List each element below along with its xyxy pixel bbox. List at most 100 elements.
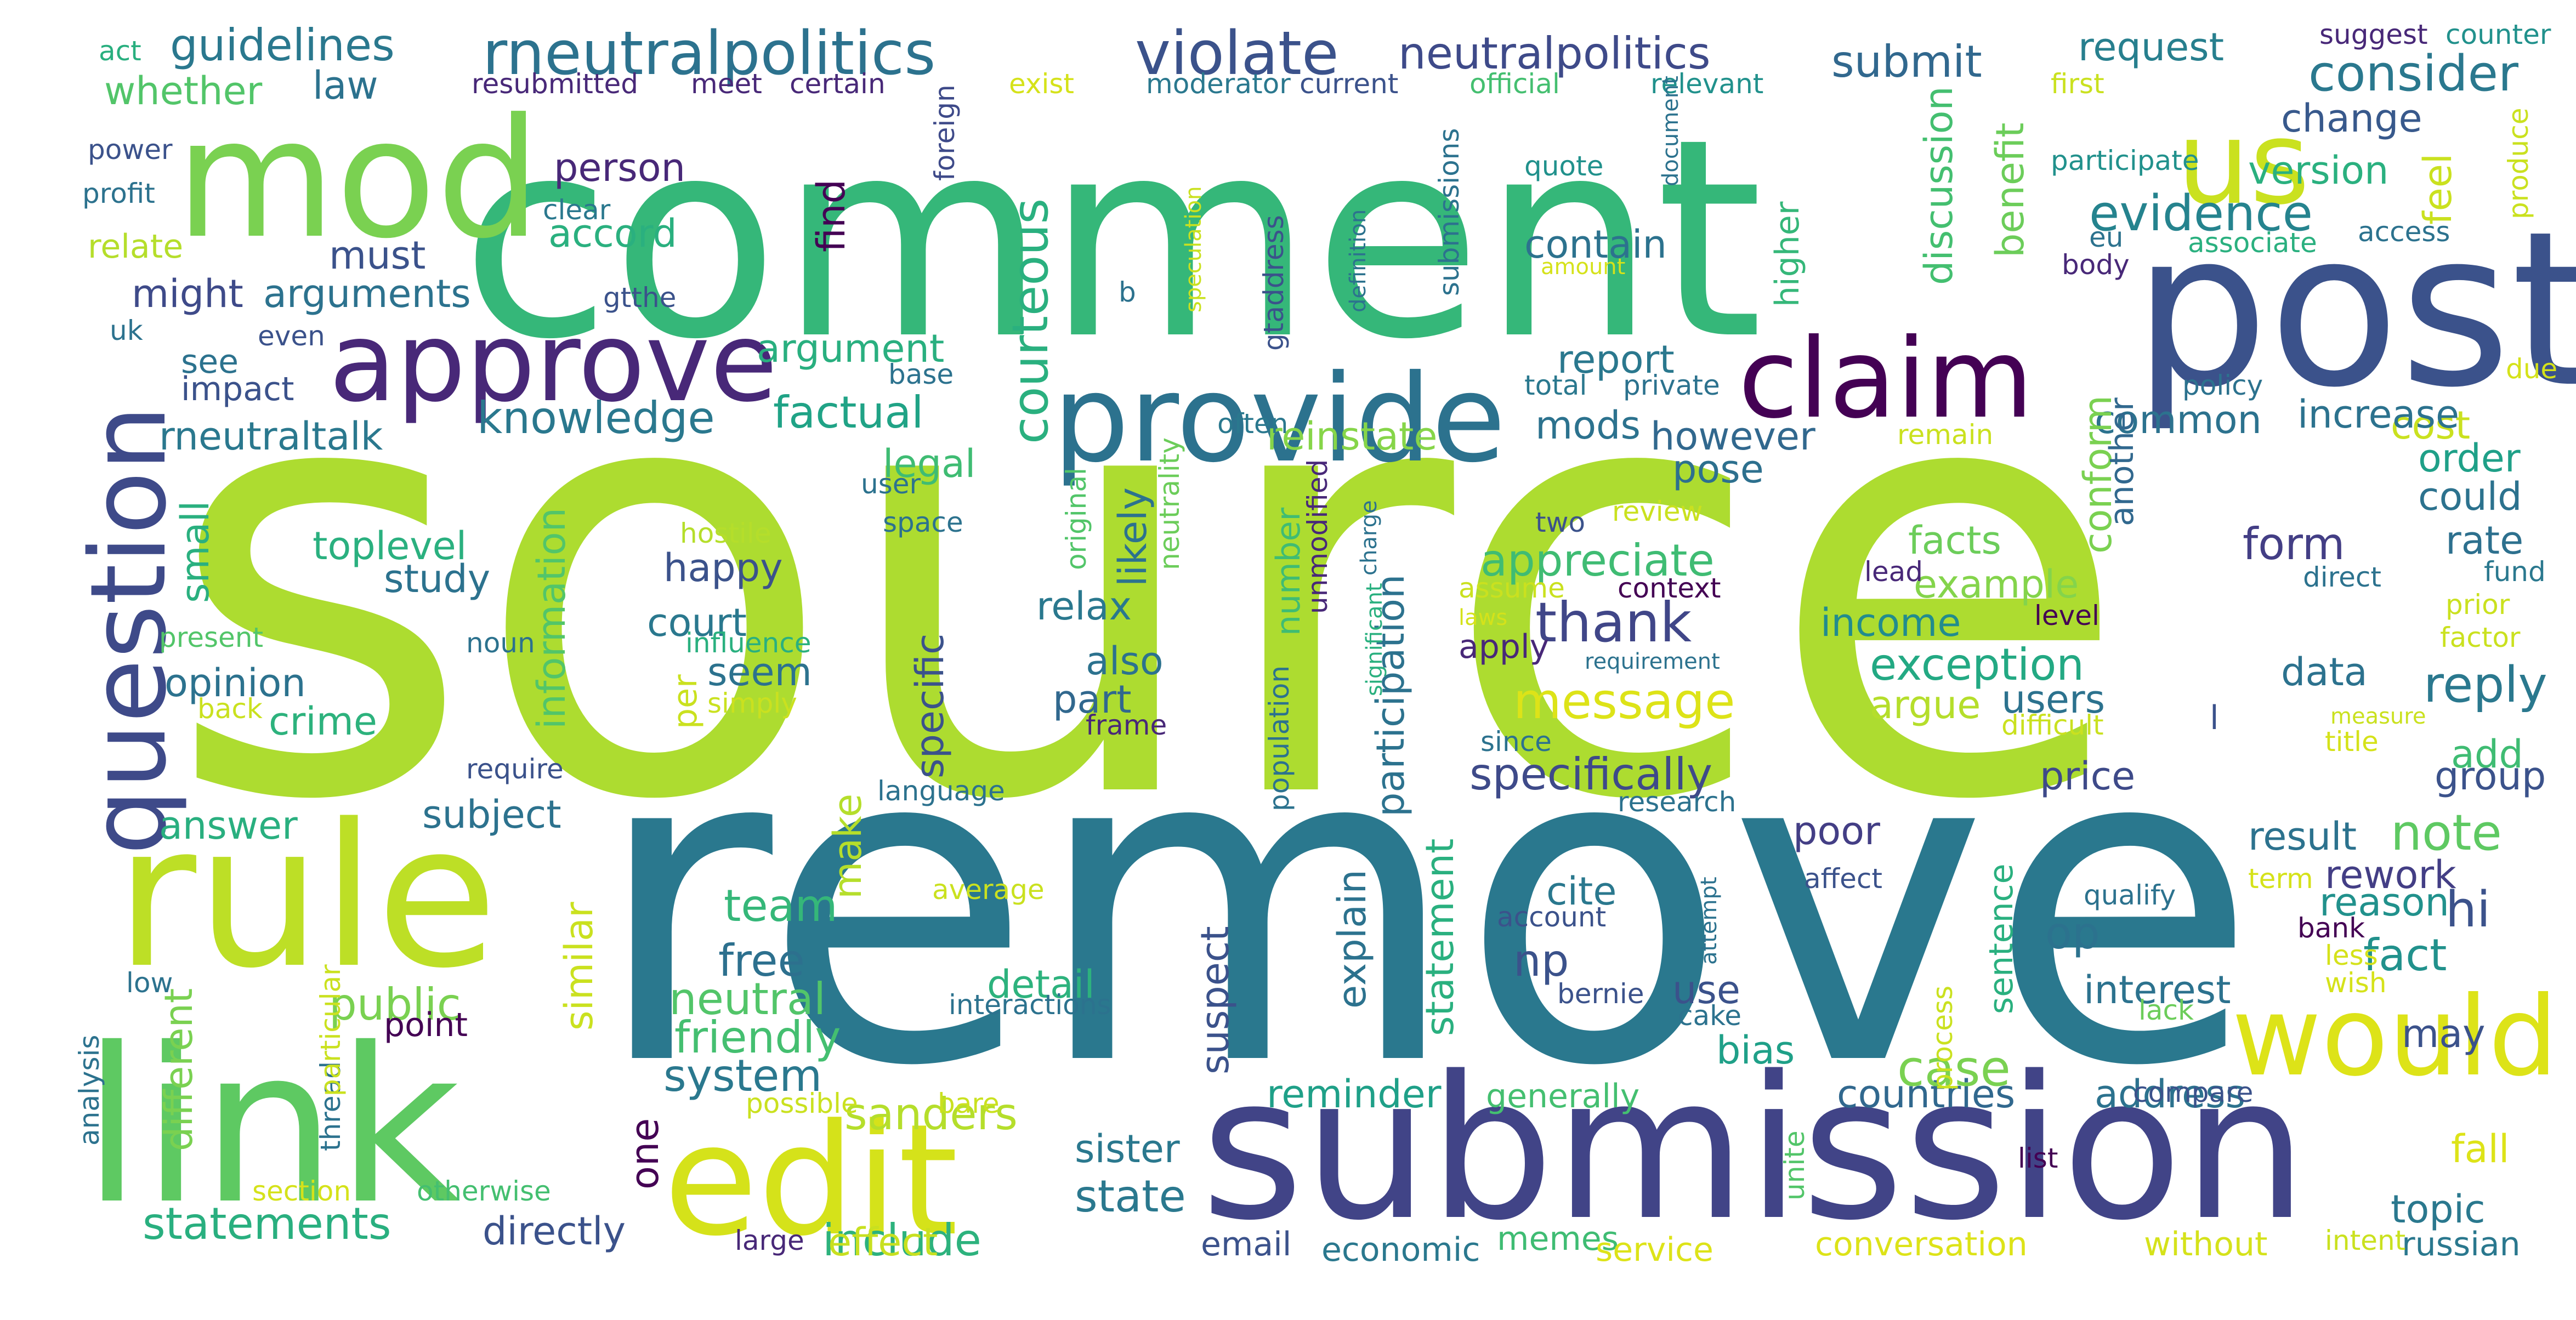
word-higher: higher [1768, 201, 1807, 307]
word-however: however [1650, 414, 1815, 459]
word-average: average [932, 874, 1045, 906]
word-specifically: specifically [1469, 749, 1712, 800]
word-first: first [2051, 68, 2104, 100]
word-fall: fall [2451, 1126, 2509, 1171]
word-research: research [1618, 786, 1736, 818]
word-information: information [529, 508, 574, 729]
word-current: current [1300, 68, 1398, 100]
word-note: note [2391, 804, 2502, 862]
word-benefit: benefit [1988, 123, 2033, 258]
word-without: without [2144, 1225, 2268, 1264]
word-state: state [1075, 1171, 1186, 1222]
word-service: service [1596, 1231, 1713, 1269]
word-sister: sister [1075, 1126, 1180, 1171]
word-access: access [2358, 216, 2450, 248]
word-space: space [883, 507, 963, 538]
word-relevant: relevant [1650, 68, 1763, 100]
word-likely: likely [1110, 487, 1155, 587]
word-charge: charge [1357, 500, 1382, 576]
word-relax: relax [1036, 584, 1132, 629]
word-version: version [2248, 148, 2388, 193]
word-eu: eu [2089, 221, 2123, 253]
word-facts: facts [1908, 518, 2001, 563]
word-violate: violate [1135, 18, 1339, 88]
word-population: population [1263, 665, 1295, 811]
word-document: document [1658, 76, 1683, 186]
word-source: source [164, 240, 2131, 929]
word-cite: cite [1546, 869, 1616, 914]
word-bernie: bernie [1557, 978, 1644, 1010]
word-subject: subject [422, 792, 561, 837]
word-system: system [663, 1050, 822, 1101]
word-require: require [466, 753, 564, 785]
word-level: level [2034, 600, 2100, 631]
word-frame: frame [1086, 709, 1167, 741]
word-amount: amount [1541, 254, 1625, 280]
word-conversation: conversation [1815, 1225, 2028, 1264]
word-unmodified: unmodified [1302, 459, 1334, 614]
word-arguments: arguments [263, 271, 471, 316]
word-list: list [2018, 1142, 2058, 1174]
word-base: base [888, 359, 954, 390]
word-answer: answer [159, 803, 298, 848]
word-similar: similar [557, 902, 602, 1031]
word-official: official [1469, 68, 1560, 100]
word-claim: claim [1738, 315, 2033, 443]
word-court: court [647, 600, 747, 645]
word-attempt: attempt [1696, 877, 1722, 965]
word-email: email [1201, 1225, 1291, 1264]
word-rule: rule [115, 782, 498, 1011]
word-two: two [1535, 507, 1585, 538]
word-change: change [2281, 96, 2422, 141]
word-feel: feel [2415, 153, 2460, 225]
word-reinstate: reinstate [1267, 414, 1437, 459]
word-relate: relate [88, 227, 183, 266]
word-foreign: foreign [929, 84, 961, 181]
word-influence: influence [685, 627, 811, 659]
word-guidelines: guidelines [170, 20, 395, 71]
word-economic: economic [1321, 1231, 1480, 1269]
word-requirement: requirement [1585, 649, 1720, 674]
word-remain: remain [1897, 419, 1993, 451]
word-number: number [1269, 507, 1308, 636]
word-large: large [735, 1225, 804, 1256]
word-title: title [2325, 726, 2379, 758]
word-common: common [2095, 397, 2262, 442]
word-pose: pose [1672, 447, 1764, 492]
word-section: section [252, 1175, 351, 1207]
word-noun: noun [466, 627, 535, 659]
word-bank: bank [2297, 912, 2365, 944]
word-thank: thank [1535, 590, 1692, 655]
word-specific: specific [907, 634, 952, 778]
word-qualify: qualify [2084, 879, 2176, 911]
word-example: example [1914, 562, 2079, 607]
word-seem: seem [707, 650, 812, 695]
word-group: group [2435, 754, 2546, 799]
word-present: present [159, 622, 263, 653]
word-b: b [1119, 276, 1136, 308]
word-neutrality: neutrality [1154, 437, 1185, 570]
word-meet: meet [691, 68, 762, 100]
word-often: often [1217, 408, 1288, 440]
word-argument: argument [757, 326, 944, 371]
word-russian: russian [2402, 1225, 2521, 1264]
word-participate: participate [2051, 145, 2199, 177]
word-might: might [132, 271, 243, 316]
word-reply: reply [2424, 656, 2547, 714]
word-edit: edit [663, 1091, 958, 1270]
word-process: process [1927, 986, 1959, 1091]
word-submissions: submissions [1433, 128, 1465, 296]
word-neutralpolitics: neutralpolitics [1398, 28, 1711, 79]
word-prior: prior [2446, 589, 2510, 621]
word-accord: accord [548, 211, 677, 256]
word-counter: counter [2446, 19, 2551, 50]
word-link: link [82, 1002, 461, 1251]
word-law: law [313, 63, 378, 108]
word-provide: provide [1053, 349, 1506, 489]
word-particular: particular [315, 964, 347, 1096]
word-sentence: sentence [1982, 863, 2021, 1014]
word-measure: measure [2330, 704, 2426, 729]
word-back: back [197, 693, 263, 725]
